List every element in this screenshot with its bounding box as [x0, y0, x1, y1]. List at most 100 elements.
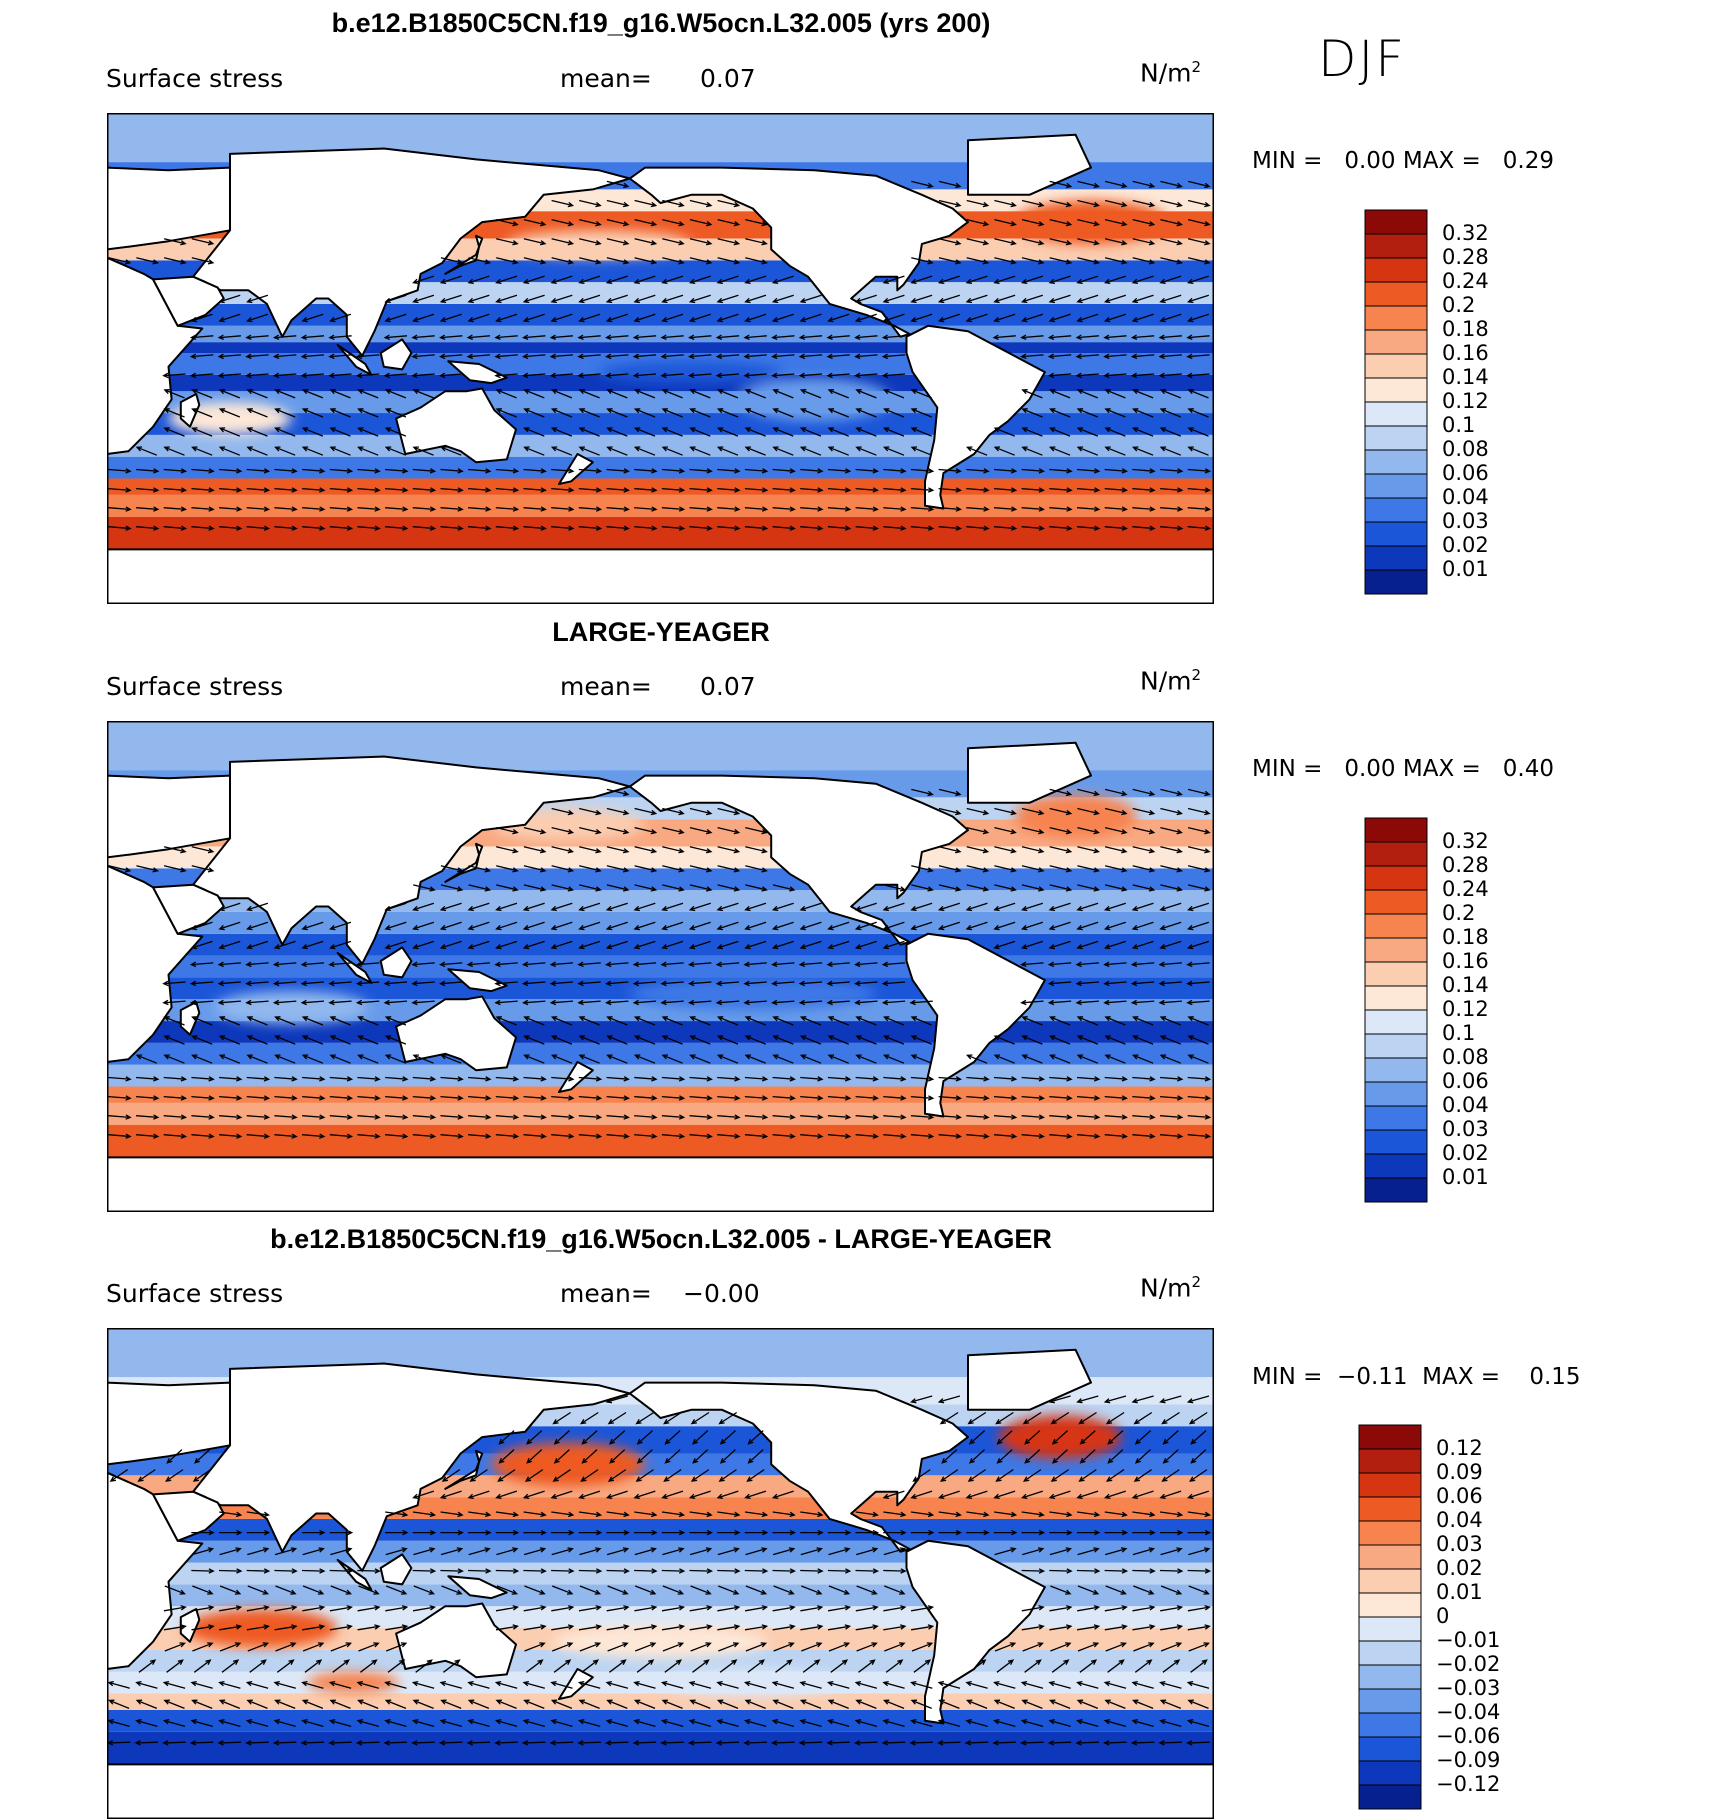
wind-arrow — [1187, 487, 1212, 493]
wind-arrow — [606, 257, 630, 265]
wind-arrow — [606, 180, 630, 189]
wind-arrow — [245, 372, 269, 379]
land-outline — [444, 1449, 484, 1490]
wind-arrow — [1020, 1740, 1044, 1746]
wind-arrow — [1132, 826, 1156, 835]
wind-arrow — [302, 487, 326, 493]
wind-arrow — [634, 865, 658, 873]
wind-arrow — [383, 334, 408, 341]
wind-arrow — [1103, 1395, 1127, 1404]
wind-arrow — [412, 1490, 435, 1500]
wind-arrow — [716, 1054, 739, 1064]
land-outline — [395, 1602, 517, 1679]
wind-arrow — [219, 468, 243, 474]
wind-arrow — [716, 389, 739, 399]
wind-arrow — [412, 275, 435, 285]
wind-arrow — [744, 313, 767, 323]
wind-arrow — [550, 921, 573, 931]
wind-arrow — [439, 334, 463, 341]
wind-arrow — [550, 1490, 573, 1500]
wind-arrow — [744, 1490, 767, 1500]
wind-arrow — [910, 1624, 935, 1631]
colorbar-level-label: −0.12 — [1436, 1772, 1501, 1796]
colorbar-swatch — [1364, 1057, 1428, 1083]
wind-arrow — [910, 1035, 932, 1045]
wind-arrow — [1050, 1585, 1072, 1595]
wind-arrow — [1160, 257, 1183, 265]
wind-arrow — [881, 353, 906, 360]
wind-arrow — [745, 238, 768, 246]
wind-arrow — [440, 1511, 464, 1518]
wind-arrow — [802, 1659, 821, 1673]
wind-arrow — [1021, 1035, 1043, 1045]
wind-arrow — [1160, 1585, 1183, 1595]
wind-arrow — [412, 525, 437, 531]
wind-arrow — [1103, 334, 1127, 341]
wind-arrow — [607, 1469, 627, 1482]
colorbar-swatch — [1364, 353, 1428, 379]
wind-arrow — [551, 487, 575, 493]
wind-arrow — [858, 1659, 876, 1673]
wind-arrow — [467, 902, 490, 912]
wind-arrow — [965, 1719, 988, 1728]
stress-band — [107, 1731, 1214, 1765]
wind-arrow — [577, 372, 601, 379]
wind-arrow — [1159, 408, 1182, 418]
wind-arrow — [717, 1511, 741, 1518]
wind-arrow — [634, 1642, 657, 1652]
wind-arrow — [633, 921, 656, 931]
wind-arrow — [744, 1095, 769, 1101]
wind-arrow — [634, 1511, 658, 1518]
wind-arrow — [1160, 826, 1183, 835]
colorbar-level-label: 0.18 — [1442, 317, 1489, 341]
wind-arrow — [1132, 506, 1156, 512]
wind-arrow — [606, 506, 630, 512]
wind-arrow — [439, 294, 462, 304]
wind-arrow — [993, 427, 1015, 437]
wind-arrow — [1077, 238, 1100, 246]
wind-arrow — [496, 1585, 519, 1595]
wind-arrow — [1132, 218, 1156, 227]
wind-arrow — [165, 1469, 184, 1482]
wind-arrow — [1077, 257, 1100, 265]
wind-arrow — [772, 427, 794, 437]
wind-arrow — [1188, 1547, 1211, 1556]
colorbar-swatch — [1364, 1081, 1428, 1107]
wind-arrow — [662, 1585, 685, 1595]
wind-arrow — [1077, 1642, 1100, 1652]
wind-arrow — [606, 826, 630, 835]
wind-arrow — [1076, 1568, 1101, 1574]
wind-arrow — [1104, 1605, 1128, 1612]
wind-arrow — [1076, 1529, 1101, 1536]
wind-arrow — [911, 788, 934, 797]
wind-arrow — [550, 408, 573, 418]
wind-arrow — [246, 1605, 270, 1612]
wind-arrow — [799, 389, 822, 399]
wind-arrow — [192, 1469, 212, 1482]
land-outline — [447, 968, 508, 993]
colorbar-swatch — [1364, 329, 1428, 355]
wind-arrow — [1103, 1680, 1127, 1689]
wind-arrow — [661, 1114, 686, 1120]
wind-arrow — [384, 313, 407, 323]
wind-arrow — [162, 1680, 186, 1689]
wind-arrow — [1159, 427, 1182, 437]
wind-arrow — [827, 1719, 850, 1728]
wind-arrow — [1077, 788, 1100, 797]
wind-arrow — [413, 1547, 436, 1556]
wind-arrow — [1104, 1624, 1128, 1631]
wind-arrow — [827, 940, 850, 950]
wind-arrow — [385, 506, 409, 512]
wind-arrow — [357, 1076, 381, 1082]
wind-arrow — [605, 921, 628, 931]
wind-arrow — [633, 1699, 656, 1710]
wind-arrow — [1186, 1680, 1210, 1689]
wind-arrow — [1104, 1054, 1126, 1064]
wind-arrow — [716, 1719, 739, 1728]
wind-arrow — [301, 446, 324, 456]
wind-arrow — [1132, 865, 1156, 873]
wind-arrow — [689, 846, 713, 854]
wind-arrow — [551, 865, 575, 873]
wind-arrow — [1131, 294, 1154, 304]
wind-arrow — [689, 408, 711, 418]
